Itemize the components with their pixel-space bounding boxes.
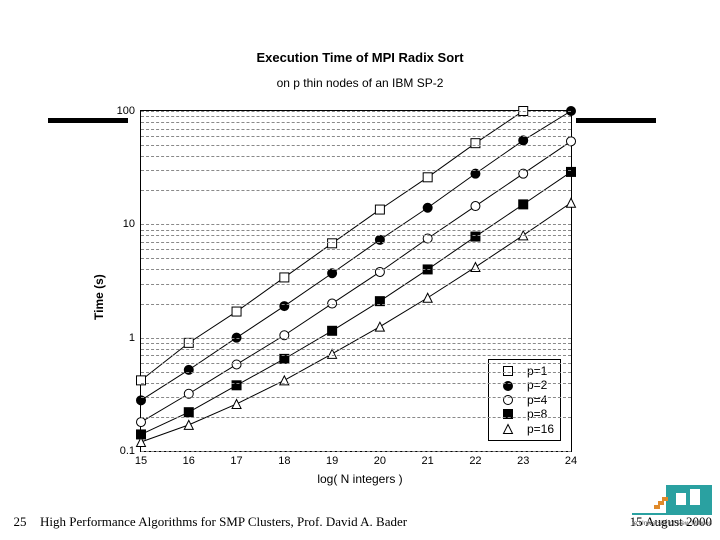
logo-caption: The University of New Mexico [632,520,712,527]
legend-label: p=8 [527,407,547,421]
gridline [141,372,571,373]
gridline [141,136,571,137]
gridline [141,451,571,452]
gridline [141,224,571,225]
deco-bar-left [48,118,128,123]
series-marker [567,198,576,207]
gridline [141,111,571,112]
series-marker [328,349,337,358]
x-tick-label: 24 [565,451,577,467]
series-marker [423,293,432,302]
deco-bar-right [576,118,656,123]
series-marker [375,322,384,331]
x-tick-label: 17 [230,451,242,467]
x-tick-label: 18 [278,451,290,467]
series-marker [232,399,241,408]
series-marker [471,232,480,241]
gridline [141,363,571,364]
series-marker [567,167,576,176]
page-number: 25 [0,514,40,530]
series-marker [280,273,289,282]
series-marker [519,200,528,209]
series-marker [375,205,384,214]
y-tick-label: 10 [123,218,141,230]
y-axis-label: Time (s) [92,274,106,320]
series-marker [519,136,528,145]
gridline [141,170,571,171]
legend-label: p=16 [527,422,554,436]
legend-label: p=4 [527,393,547,407]
series-marker [328,326,337,335]
series-marker [184,365,193,374]
legend-item: p=2 [495,378,554,392]
y-tick-label: 100 [117,105,141,117]
gridline [141,355,571,356]
series-marker [184,408,193,417]
gridline [141,304,571,305]
x-tick-label: 21 [422,451,434,467]
y-tick-label: 1 [129,332,141,344]
legend-label: p=2 [527,378,547,392]
legend-swatch [495,422,521,436]
gridline [141,235,571,236]
gridline [141,116,571,117]
series-marker [184,420,193,429]
gridline [141,343,571,344]
x-tick-label: 22 [469,451,481,467]
gridline [141,122,571,123]
gridline [141,249,571,250]
series-marker [232,307,241,316]
gridline [141,397,571,398]
series-marker [328,239,337,248]
series-marker [375,235,384,244]
legend-swatch [495,393,521,407]
x-tick-label: 20 [374,451,386,467]
legend-swatch [495,407,521,421]
gridline [141,417,571,418]
x-tick-label: 19 [326,451,338,467]
footer: 25 High Performance Algorithms for SMP C… [0,514,720,530]
series-marker [423,173,432,182]
gridline [141,230,571,231]
legend-item: p=16 [495,422,554,436]
series-marker [137,418,146,427]
chart-title: Execution Time of MPI Radix Sort [0,50,720,65]
gridline [141,190,571,191]
series-marker [471,139,480,148]
footer-text: High Performance Algorithms for SMP Clus… [40,514,630,530]
series-marker [471,202,480,211]
gridline [141,258,571,259]
series-marker [232,360,241,369]
gridline [141,383,571,384]
gridline [141,338,571,339]
legend-item: p=4 [495,393,554,407]
plot-area: p=1p=2p=4p=8p=16 0.111010015161718192021… [140,110,572,452]
series-marker [423,203,432,212]
gridline [141,129,571,130]
gridline [141,284,571,285]
legend-item: p=8 [495,407,554,421]
unm-logo: The University of New Mexico [632,485,712,534]
x-tick-label: 23 [517,451,529,467]
gridline [141,269,571,270]
x-tick-label: 16 [183,451,195,467]
gridline [141,242,571,243]
gridline [141,145,571,146]
x-tick-label: 15 [135,451,147,467]
gridline [141,156,571,157]
x-axis-label: log( N integers ) [0,472,720,486]
gridline [141,349,571,350]
series-line [141,111,571,400]
legend-swatch [495,379,521,393]
chart-subtitle: on p thin nodes of an IBM SP-2 [0,76,720,90]
